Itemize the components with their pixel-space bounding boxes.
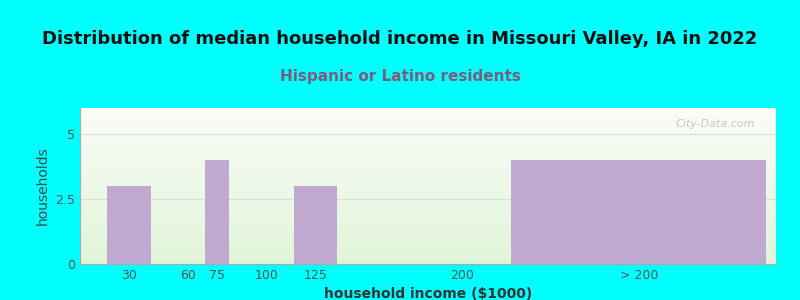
Bar [107, 186, 150, 264]
Text: City-Data.com: City-Data.com [676, 119, 755, 129]
Bar [294, 186, 337, 264]
X-axis label: household income ($1000): household income ($1000) [324, 287, 532, 300]
Text: Distribution of median household income in Missouri Valley, IA in 2022: Distribution of median household income … [42, 30, 758, 48]
Y-axis label: households: households [36, 147, 50, 225]
Bar [511, 160, 766, 264]
Bar [206, 160, 229, 264]
Text: Hispanic or Latino residents: Hispanic or Latino residents [279, 69, 521, 84]
